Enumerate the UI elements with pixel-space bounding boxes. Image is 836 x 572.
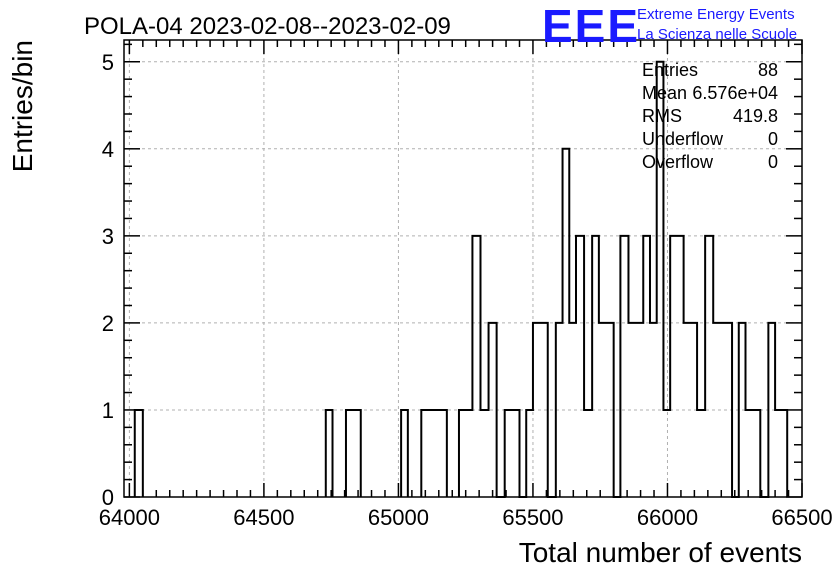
stats-value: 419.8 — [733, 106, 778, 126]
stats-label: Overflow — [642, 152, 714, 172]
stats-label: RMS — [642, 106, 682, 126]
y-axis-title: Entries/bin — [7, 40, 38, 172]
x-tick-label: 65500 — [502, 505, 563, 530]
y-tick-label: 5 — [102, 50, 114, 75]
y-tick-label: 1 — [102, 398, 114, 423]
logo-mark: EEE — [542, 0, 640, 52]
y-tick-label: 3 — [102, 224, 114, 249]
stats-box: Entries 88 Mean 6.576e+04 RMS 419.8 Underflow 0… — [642, 60, 778, 172]
eee-logo: EEE Extreme Energy Events La Scienza nel… — [542, 0, 797, 52]
logo-line-2: La Scienza nelle Scuole — [637, 26, 797, 43]
stats-label: Underflow — [642, 129, 724, 149]
stats-label: Mean — [642, 83, 687, 103]
x-tick-label: 64500 — [233, 505, 294, 530]
x-tick-label: 65000 — [368, 505, 429, 530]
y-tick-label: 2 — [102, 311, 114, 336]
stats-label: Entries — [642, 60, 698, 80]
logo-line-1: Extreme Energy Events — [637, 6, 795, 23]
x-tick-label: 66500 — [771, 505, 832, 530]
stats-value: 0 — [768, 152, 778, 172]
stats-value: 0 — [768, 129, 778, 149]
y-tick-label: 0 — [102, 485, 114, 510]
stats-value: 88 — [758, 60, 778, 80]
stats-value: 6.576e+04 — [692, 83, 778, 103]
x-tick-label: 64000 — [99, 505, 160, 530]
x-axis-title: Total number of events — [519, 537, 802, 568]
y-tick-label: 4 — [102, 137, 114, 162]
tick-labels: 64000 64500 65000 65500 66000 66500 0 1 2 3 4 5 — [99, 50, 833, 530]
plot-frame — [123, 39, 803, 498]
chart-title: POLA-04 2023-02-08--2023-02-09 — [84, 13, 451, 40]
axes — [123, 39, 803, 498]
x-tick-label: 66000 — [637, 505, 698, 530]
